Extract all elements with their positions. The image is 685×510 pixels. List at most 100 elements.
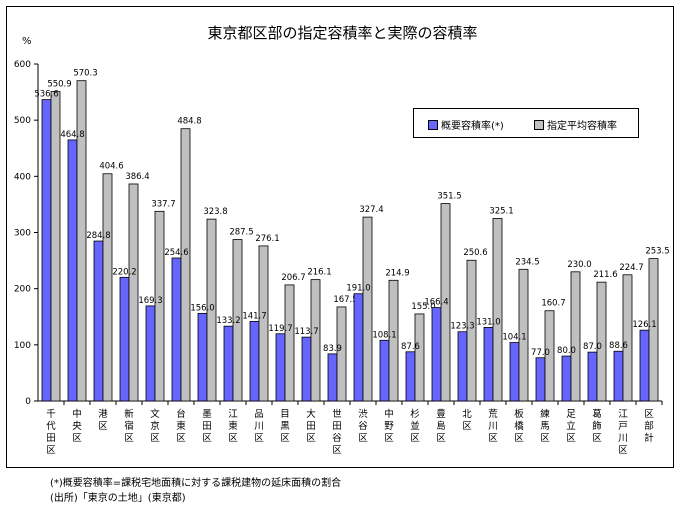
x-category-label: 港区 <box>98 408 108 432</box>
data-label-designated: 253.5 <box>645 247 669 257</box>
x-category-label: 豊島区 <box>436 408 446 444</box>
data-label-actual: 220.2 <box>112 267 136 277</box>
bar-actual <box>119 276 130 402</box>
bar-designated <box>388 279 399 402</box>
bar-actual <box>275 333 286 402</box>
bar-designated <box>492 218 503 402</box>
bar-actual <box>587 351 598 402</box>
data-label-designated: 323.8 <box>203 207 227 217</box>
data-label-designated: 216.1 <box>307 268 331 278</box>
data-label-designated: 550.9 <box>47 80 71 90</box>
data-label-designated: 337.7 <box>151 199 175 209</box>
data-label-actual: 88.6 <box>609 341 628 351</box>
bar-designated <box>180 128 191 402</box>
legend-label-designated: 指定平均容積率 <box>547 121 617 132</box>
bar-actual <box>67 139 78 402</box>
data-label-designated: 167.5 <box>333 295 357 305</box>
data-label-actual: 87.0 <box>583 342 602 352</box>
x-category-label: 足立区 <box>566 409 576 444</box>
y-tick-label: 0 <box>25 397 31 407</box>
x-category-label: 江戸川区 <box>618 409 628 456</box>
data-label-actual: 284.8 <box>86 231 110 241</box>
x-category-label: 大田区 <box>306 408 316 444</box>
legend-item-designated: 指定平均容積率 <box>534 117 617 132</box>
data-label-designated: 155.0 <box>411 302 435 312</box>
data-label-designated: 404.6 <box>99 162 123 172</box>
data-label-actual: 131.0 <box>476 317 500 327</box>
data-label-actual: 169.3 <box>138 296 162 306</box>
bar-designated <box>154 210 165 402</box>
footnote-definition: (*)概要容積率=課税宅地面積に対する課税建物の延床面積の割合 <box>50 478 342 489</box>
bar-designated <box>258 245 269 402</box>
x-category-label: 葛飾区 <box>592 408 602 444</box>
data-label-actual: 141.7 <box>242 311 266 321</box>
bar-designated <box>232 239 243 402</box>
x-category-label: 文京区 <box>150 408 160 444</box>
bar-designated <box>544 310 555 402</box>
x-category-label: 墨田区 <box>202 409 212 444</box>
bar-actual <box>93 240 104 402</box>
bar-actual <box>327 353 338 402</box>
x-category-label: 区部計 <box>644 409 654 444</box>
bar-actual <box>301 336 312 402</box>
bar-actual <box>171 257 182 402</box>
legend: 概要容積率(*) 指定平均容積率 <box>413 108 639 138</box>
data-label-actual: 156.0 <box>190 303 214 313</box>
x-category-label: 中野区 <box>384 408 394 444</box>
x-category-label: 練馬区 <box>540 408 550 444</box>
data-label-designated: 327.4 <box>359 205 383 215</box>
data-label-actual: 104.1 <box>502 333 526 343</box>
bar-actual <box>639 329 650 402</box>
data-label-actual: 108.1 <box>372 330 396 340</box>
data-label-designated: 214.9 <box>385 268 409 278</box>
x-category-label: 渋谷区 <box>358 408 368 444</box>
bar-actual <box>223 325 234 402</box>
bar-designated <box>310 279 321 402</box>
bar-actual <box>457 331 468 402</box>
x-category-label: 世田谷区 <box>332 408 342 456</box>
x-category-label: 品川区 <box>254 409 264 444</box>
bar-designated <box>102 173 113 402</box>
bar-designated <box>596 281 607 402</box>
bar-actual <box>561 355 572 402</box>
bar-actual <box>379 339 390 402</box>
x-category-label: 江東区 <box>228 409 238 444</box>
bar-designated <box>76 80 87 402</box>
legend-swatch-actual <box>428 120 438 130</box>
x-category-label: 杉並区 <box>410 408 420 444</box>
data-label-actual: 464.8 <box>60 130 84 140</box>
data-label-designated: 287.5 <box>229 228 253 238</box>
y-tick-label: 400 <box>14 172 31 182</box>
data-label-designated: 386.4 <box>125 172 149 182</box>
bar-designated <box>284 284 295 402</box>
bar-actual <box>483 327 494 402</box>
data-label-designated: 160.7 <box>541 299 565 309</box>
data-label-actual: 191.0 <box>346 284 370 294</box>
legend-item-actual: 概要容積率(*) <box>428 117 504 132</box>
x-category-label: 北区 <box>462 409 472 432</box>
data-label-actual: 126.1 <box>632 320 656 330</box>
data-label-actual: 536.6 <box>34 90 58 100</box>
bar-actual <box>509 342 520 402</box>
footnote-source: (出所)「東京の土地」(東京都) <box>50 493 186 504</box>
bar-actual <box>353 293 364 402</box>
data-label-actual: 123.3 <box>450 322 474 332</box>
bar-actual <box>405 351 416 402</box>
bar-designated <box>336 306 347 402</box>
bar-designated <box>206 218 217 402</box>
data-label-designated: 230.0 <box>567 260 591 270</box>
data-label-actual: 119.7 <box>268 324 292 334</box>
data-label-actual: 113.7 <box>294 327 318 337</box>
data-label-designated: 325.1 <box>489 206 513 216</box>
x-category-label: 新宿区 <box>124 408 134 444</box>
y-tick-label: 600 <box>14 60 31 70</box>
y-tick-label: 200 <box>14 285 31 295</box>
data-label-actual: 80.0 <box>557 346 576 356</box>
data-label-designated: 484.8 <box>177 117 201 127</box>
bar-designated <box>362 216 373 402</box>
y-tick-label: 100 <box>14 341 31 351</box>
x-category-label: 板橋区 <box>514 408 524 444</box>
bar-designated <box>518 268 529 402</box>
data-label-actual: 133.2 <box>216 316 240 326</box>
